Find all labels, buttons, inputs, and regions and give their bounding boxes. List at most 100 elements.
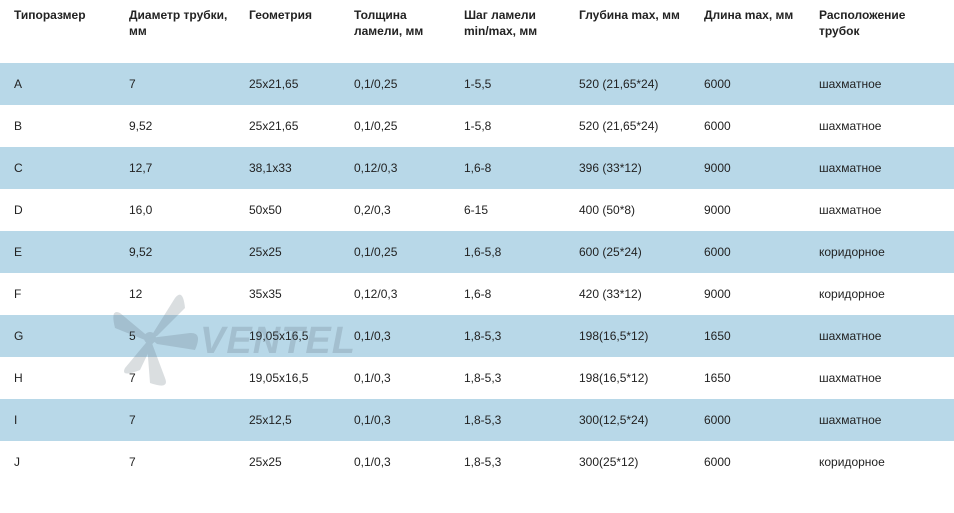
table-row: I 7 25x12,5 0,1/0,3 1,8-5,3 300(12,5*24)… — [0, 399, 954, 441]
col-header: Длина max, мм — [690, 0, 805, 63]
cell: 0,1/0,25 — [340, 231, 450, 273]
cell: 420 (33*12) — [565, 273, 690, 315]
cell: 0,1/0,3 — [340, 315, 450, 357]
cell: 1,6-8 — [450, 273, 565, 315]
cell: 6000 — [690, 441, 805, 483]
table-row: G 5 19,05x16,5 0,1/0,3 1,8-5,3 198(16,5*… — [0, 315, 954, 357]
cell: 9000 — [690, 147, 805, 189]
cell: 198(16,5*12) — [565, 315, 690, 357]
cell: 1,8-5,3 — [450, 315, 565, 357]
cell: 396 (33*12) — [565, 147, 690, 189]
cell: коридорное — [805, 273, 954, 315]
cell: 0,12/0,3 — [340, 147, 450, 189]
spec-table-wrap: Типоразмер Диаметр трубки, мм Геометрия … — [0, 0, 954, 483]
cell: 16,0 — [115, 189, 235, 231]
cell: 19,05x16,5 — [235, 315, 340, 357]
col-header: Диаметр трубки, мм — [115, 0, 235, 63]
table-row: E 9,52 25x25 0,1/0,25 1,6-5,8 600 (25*24… — [0, 231, 954, 273]
cell: H — [0, 357, 115, 399]
cell: 9000 — [690, 273, 805, 315]
cell: 7 — [115, 63, 235, 105]
cell: шахматное — [805, 189, 954, 231]
cell: 600 (25*24) — [565, 231, 690, 273]
cell: 7 — [115, 357, 235, 399]
col-header: Расположение трубок — [805, 0, 954, 63]
cell: B — [0, 105, 115, 147]
cell: 0,1/0,3 — [340, 399, 450, 441]
cell: 12,7 — [115, 147, 235, 189]
cell: 0,1/0,3 — [340, 441, 450, 483]
table-row: B 9,52 25x21,65 0,1/0,25 1-5,8 520 (21,6… — [0, 105, 954, 147]
cell: 1,6-8 — [450, 147, 565, 189]
cell: шахматное — [805, 399, 954, 441]
cell: 25x12,5 — [235, 399, 340, 441]
cell: 0,1/0,25 — [340, 63, 450, 105]
cell: F — [0, 273, 115, 315]
cell: 50x50 — [235, 189, 340, 231]
cell: 25x21,65 — [235, 105, 340, 147]
table-row: C 12,7 38,1x33 0,12/0,3 1,6-8 396 (33*12… — [0, 147, 954, 189]
cell: коридорное — [805, 441, 954, 483]
cell: C — [0, 147, 115, 189]
cell: шахматное — [805, 357, 954, 399]
cell: шахматное — [805, 315, 954, 357]
cell: 5 — [115, 315, 235, 357]
cell: 1650 — [690, 315, 805, 357]
cell: шахматное — [805, 105, 954, 147]
col-header: Типоразмер — [0, 0, 115, 63]
cell: 9,52 — [115, 105, 235, 147]
cell: шахматное — [805, 63, 954, 105]
cell: 300(12,5*24) — [565, 399, 690, 441]
table-row: A 7 25x21,65 0,1/0,25 1-5,5 520 (21,65*2… — [0, 63, 954, 105]
cell: 6000 — [690, 63, 805, 105]
cell: 6-15 — [450, 189, 565, 231]
cell: 1,6-5,8 — [450, 231, 565, 273]
cell: 25x25 — [235, 231, 340, 273]
cell: 0,1/0,25 — [340, 105, 450, 147]
cell: коридорное — [805, 231, 954, 273]
cell: E — [0, 231, 115, 273]
cell: 9000 — [690, 189, 805, 231]
cell: 0,12/0,3 — [340, 273, 450, 315]
header-row: Типоразмер Диаметр трубки, мм Геометрия … — [0, 0, 954, 63]
table-row: H 7 19,05x16,5 0,1/0,3 1,8-5,3 198(16,5*… — [0, 357, 954, 399]
cell: 300(25*12) — [565, 441, 690, 483]
cell: 7 — [115, 441, 235, 483]
table-row: J 7 25x25 0,1/0,3 1,8-5,3 300(25*12) 600… — [0, 441, 954, 483]
table-row: D 16,0 50x50 0,2/0,3 6-15 400 (50*8) 900… — [0, 189, 954, 231]
cell: D — [0, 189, 115, 231]
cell: J — [0, 441, 115, 483]
col-header: Шаг ламели min/max, мм — [450, 0, 565, 63]
cell: 1,8-5,3 — [450, 441, 565, 483]
col-header: Толщина ламели, мм — [340, 0, 450, 63]
cell: 520 (21,65*24) — [565, 105, 690, 147]
cell: 0,2/0,3 — [340, 189, 450, 231]
cell: 25x21,65 — [235, 63, 340, 105]
cell: 6000 — [690, 105, 805, 147]
cell: A — [0, 63, 115, 105]
table-row: F 12 35x35 0,12/0,3 1,6-8 420 (33*12) 90… — [0, 273, 954, 315]
spec-table: Типоразмер Диаметр трубки, мм Геометрия … — [0, 0, 954, 483]
cell: 0,1/0,3 — [340, 357, 450, 399]
cell: 12 — [115, 273, 235, 315]
cell: 7 — [115, 399, 235, 441]
cell: 400 (50*8) — [565, 189, 690, 231]
cell: 25x25 — [235, 441, 340, 483]
col-header: Глубина max, мм — [565, 0, 690, 63]
cell: G — [0, 315, 115, 357]
cell: 6000 — [690, 231, 805, 273]
cell: шахматное — [805, 147, 954, 189]
cell: 1-5,5 — [450, 63, 565, 105]
col-header: Геометрия — [235, 0, 340, 63]
cell: 35x35 — [235, 273, 340, 315]
cell: 1650 — [690, 357, 805, 399]
cell: 38,1x33 — [235, 147, 340, 189]
cell: 9,52 — [115, 231, 235, 273]
cell: 6000 — [690, 399, 805, 441]
cell: 19,05x16,5 — [235, 357, 340, 399]
cell: 198(16,5*12) — [565, 357, 690, 399]
table-body: A 7 25x21,65 0,1/0,25 1-5,5 520 (21,65*2… — [0, 63, 954, 483]
cell: 1,8-5,3 — [450, 399, 565, 441]
cell: 1-5,8 — [450, 105, 565, 147]
cell: I — [0, 399, 115, 441]
